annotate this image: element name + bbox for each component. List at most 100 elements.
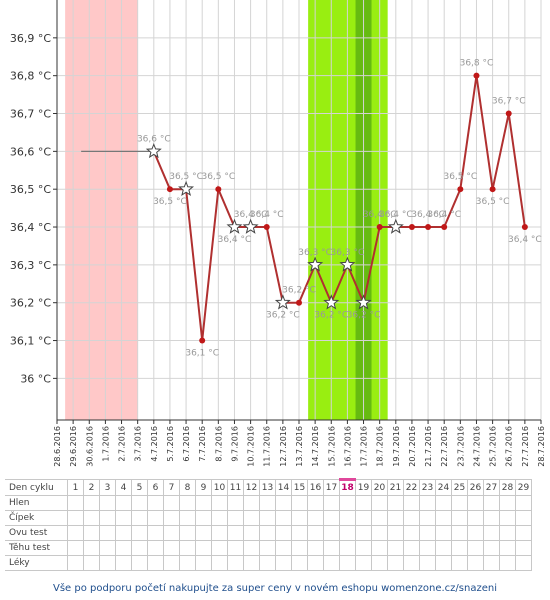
cycle-cell[interactable] <box>291 525 308 541</box>
cycle-cell[interactable] <box>275 510 292 526</box>
cycle-cell[interactable] <box>355 510 372 526</box>
cycle-cell[interactable] <box>419 510 436 526</box>
cycle-cell[interactable] <box>259 510 276 526</box>
cycle-cell[interactable] <box>291 510 308 526</box>
cycle-cell[interactable] <box>179 495 196 511</box>
cycle-cell[interactable] <box>403 540 420 556</box>
cycle-cell[interactable] <box>163 525 180 541</box>
cycle-cell[interactable] <box>179 540 196 556</box>
cycle-cell[interactable] <box>483 555 500 571</box>
cycle-cell[interactable] <box>339 510 356 526</box>
cycle-cell[interactable] <box>83 555 100 571</box>
cycle-cell[interactable] <box>499 510 516 526</box>
cycle-cell[interactable] <box>515 540 532 556</box>
cycle-cell[interactable] <box>291 495 308 511</box>
cycle-cell[interactable] <box>291 540 308 556</box>
cycle-cell[interactable] <box>291 555 308 571</box>
cycle-cell[interactable] <box>499 555 516 571</box>
cycle-cell[interactable] <box>147 495 164 511</box>
cycle-cell[interactable] <box>131 525 148 541</box>
cycle-cell[interactable] <box>211 555 228 571</box>
cycle-cell[interactable] <box>387 525 404 541</box>
cycle-cell[interactable] <box>147 555 164 571</box>
cycle-cell[interactable] <box>307 555 324 571</box>
cycle-cell[interactable] <box>67 540 84 556</box>
cycle-cell[interactable] <box>451 495 468 511</box>
cycle-cell[interactable] <box>387 540 404 556</box>
cycle-cell[interactable] <box>211 510 228 526</box>
cycle-cell[interactable] <box>323 495 340 511</box>
cycle-cell[interactable] <box>227 555 244 571</box>
cycle-cell[interactable] <box>131 540 148 556</box>
cycle-cell[interactable] <box>115 525 132 541</box>
cycle-cell[interactable] <box>99 510 116 526</box>
cycle-cell[interactable] <box>323 510 340 526</box>
cycle-cell[interactable] <box>307 525 324 541</box>
cycle-cell[interactable] <box>307 540 324 556</box>
cycle-cell[interactable] <box>467 510 484 526</box>
cycle-cell[interactable] <box>387 510 404 526</box>
cycle-cell[interactable] <box>163 540 180 556</box>
cycle-cell[interactable] <box>387 555 404 571</box>
cycle-cell[interactable] <box>211 540 228 556</box>
cycle-cell[interactable] <box>179 555 196 571</box>
cycle-cell[interactable] <box>403 495 420 511</box>
cycle-cell[interactable] <box>115 495 132 511</box>
cycle-cell[interactable] <box>99 495 116 511</box>
cycle-cell[interactable] <box>275 555 292 571</box>
cycle-cell[interactable] <box>243 525 260 541</box>
cycle-cell[interactable] <box>275 495 292 511</box>
cycle-cell[interactable] <box>499 495 516 511</box>
cycle-cell[interactable] <box>147 510 164 526</box>
cycle-cell[interactable] <box>387 495 404 511</box>
cycle-cell[interactable] <box>371 555 388 571</box>
cycle-cell[interactable] <box>419 555 436 571</box>
cycle-cell[interactable] <box>339 540 356 556</box>
cycle-cell[interactable] <box>211 495 228 511</box>
cycle-cell[interactable] <box>483 540 500 556</box>
cycle-cell[interactable] <box>419 495 436 511</box>
cycle-cell[interactable] <box>195 540 212 556</box>
cycle-cell[interactable] <box>451 555 468 571</box>
cycle-cell[interactable] <box>435 540 452 556</box>
cycle-cell[interactable] <box>211 525 228 541</box>
cycle-cell[interactable] <box>515 495 532 511</box>
cycle-cell[interactable] <box>451 525 468 541</box>
cycle-cell[interactable] <box>67 555 84 571</box>
cycle-cell[interactable] <box>515 525 532 541</box>
cycle-cell[interactable] <box>147 540 164 556</box>
cycle-cell[interactable] <box>515 555 532 571</box>
cycle-cell[interactable] <box>483 495 500 511</box>
cycle-cell[interactable] <box>115 510 132 526</box>
cycle-cell[interactable] <box>275 540 292 556</box>
cycle-cell[interactable] <box>147 525 164 541</box>
cycle-cell[interactable] <box>403 525 420 541</box>
cycle-cell[interactable] <box>339 555 356 571</box>
cycle-cell[interactable] <box>259 540 276 556</box>
cycle-cell[interactable] <box>195 525 212 541</box>
cycle-cell[interactable] <box>83 495 100 511</box>
cycle-cell[interactable] <box>403 555 420 571</box>
cycle-cell[interactable] <box>227 510 244 526</box>
cycle-cell[interactable] <box>483 510 500 526</box>
cycle-cell[interactable] <box>115 555 132 571</box>
cycle-cell[interactable] <box>163 555 180 571</box>
cycle-cell[interactable] <box>419 540 436 556</box>
cycle-cell[interactable] <box>195 555 212 571</box>
cycle-cell[interactable] <box>355 555 372 571</box>
cycle-cell[interactable] <box>243 540 260 556</box>
cycle-cell[interactable] <box>179 510 196 526</box>
cycle-cell[interactable] <box>99 525 116 541</box>
cycle-cell[interactable] <box>131 555 148 571</box>
cycle-cell[interactable] <box>371 495 388 511</box>
cycle-cell[interactable] <box>67 525 84 541</box>
cycle-cell[interactable] <box>131 495 148 511</box>
cycle-cell[interactable] <box>67 510 84 526</box>
cycle-cell[interactable] <box>339 495 356 511</box>
cycle-cell[interactable] <box>483 525 500 541</box>
cycle-cell[interactable] <box>371 525 388 541</box>
cycle-cell[interactable] <box>467 555 484 571</box>
cycle-cell[interactable] <box>499 525 516 541</box>
cycle-cell[interactable] <box>419 525 436 541</box>
cycle-cell[interactable] <box>227 525 244 541</box>
